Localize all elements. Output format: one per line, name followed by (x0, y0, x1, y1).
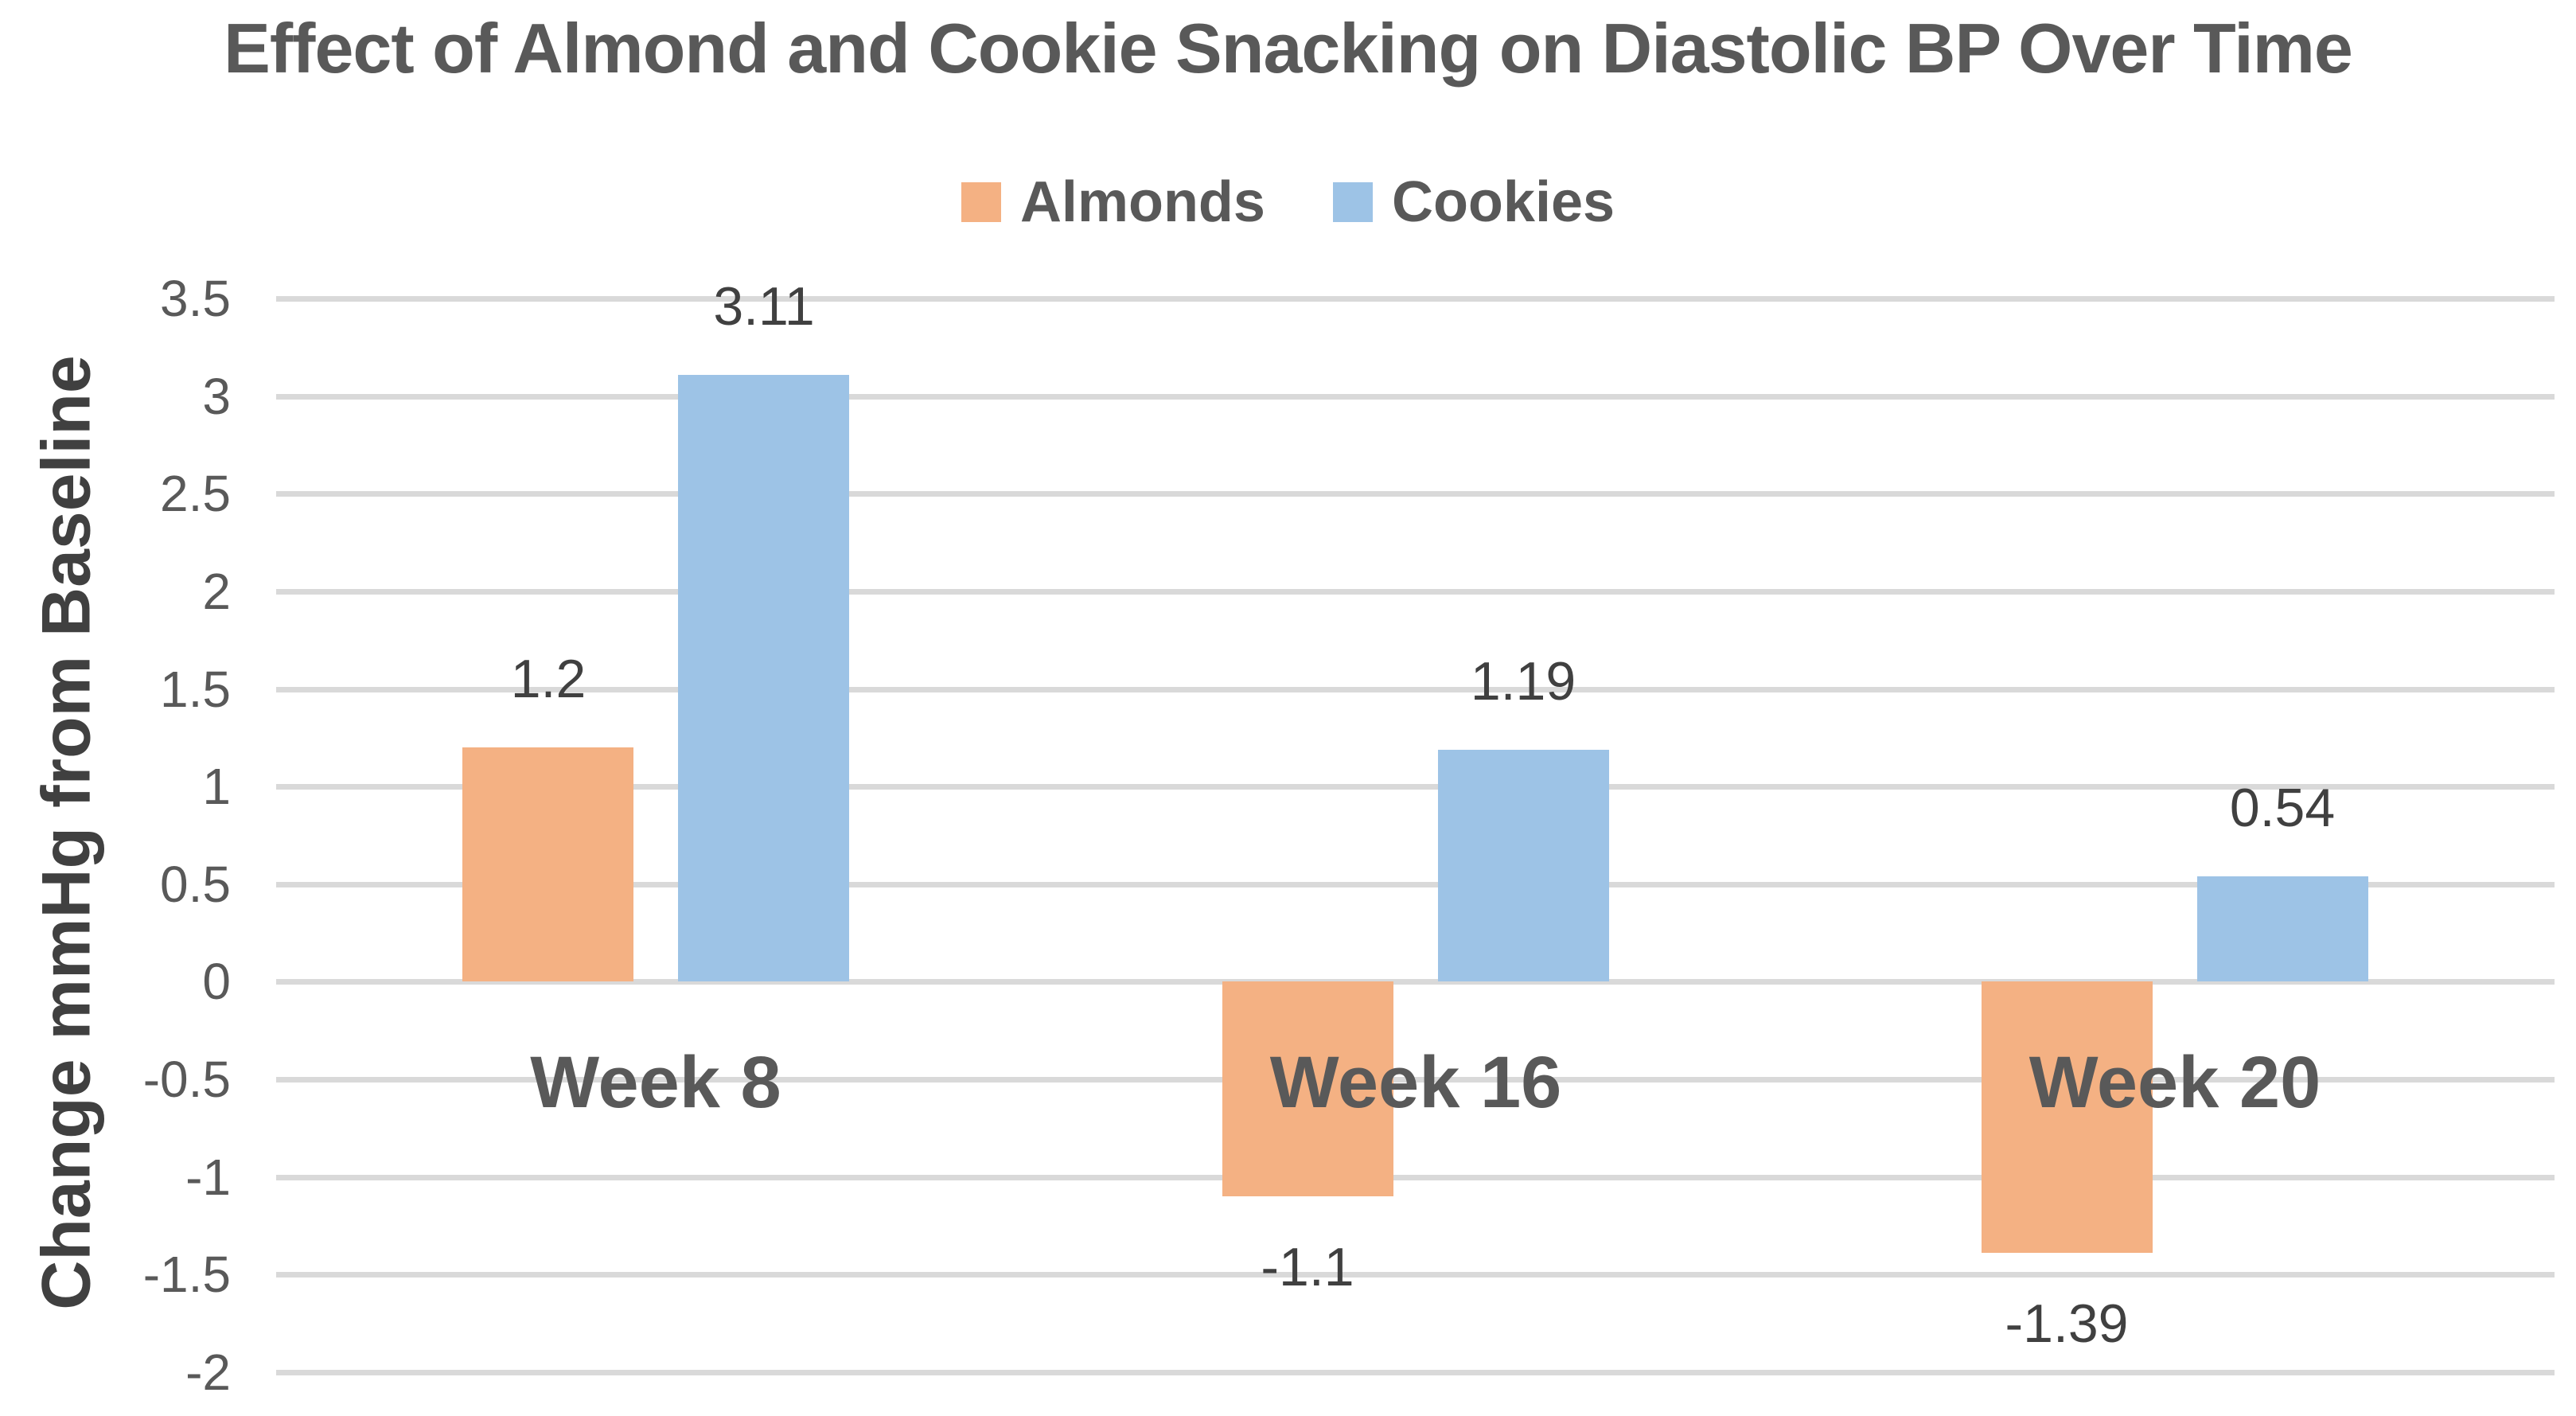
bar-almonds-week-8 (462, 747, 633, 981)
data-label: -1.39 (2005, 1293, 2129, 1354)
gridline (276, 1077, 2555, 1082)
data-label: 1.2 (510, 649, 587, 709)
cookies-swatch-icon (1332, 182, 1373, 222)
legend-item-cookies: Cookies (1332, 170, 1615, 234)
y-tick-label: -1 (185, 1149, 231, 1206)
bar-almonds-week-16 (1222, 981, 1393, 1196)
bar-cookies-week-20 (2197, 876, 2368, 981)
data-label: 3.11 (713, 276, 815, 337)
gridline (276, 589, 2555, 595)
y-tick-label: 3 (202, 368, 231, 425)
gridline (276, 1175, 2555, 1180)
bar-cookies-week-16 (1438, 750, 1609, 981)
legend-label-cookies: Cookies (1391, 170, 1615, 234)
y-tick-label: 0.5 (160, 856, 231, 913)
bar-cookies-week-8 (678, 375, 849, 981)
data-label: 0.54 (2229, 778, 2336, 838)
y-tick-label: -2 (185, 1344, 231, 1401)
data-label: 1.19 (1470, 651, 1576, 712)
category-label-week-20: Week 20 (2028, 1042, 2321, 1123)
y-tick-label: 1 (202, 758, 231, 815)
legend-item-almonds: Almonds (961, 174, 1265, 231)
gridline (276, 1370, 2555, 1375)
gridline (276, 296, 2555, 302)
gridline (276, 882, 2555, 887)
legend-label-almonds: Almonds (1019, 170, 1265, 234)
y-tick-label: 2.5 (160, 465, 231, 522)
category-label-week-16: Week 16 (1269, 1042, 1562, 1123)
y-tick-label: 0 (202, 953, 231, 1010)
gridline (276, 491, 2555, 497)
gridline (276, 1272, 2555, 1278)
y-tick-label: -1.5 (142, 1246, 231, 1303)
bar-almonds-week-20 (1982, 981, 2153, 1253)
gridline (276, 687, 2555, 692)
gridline (276, 394, 2555, 400)
almonds-swatch-icon (961, 182, 1001, 222)
gridline (276, 979, 2555, 985)
data-label: -1.1 (1261, 1237, 1354, 1297)
chart-title: Effect of Almond and Cookie Snacking on … (224, 9, 2353, 88)
category-label-week-8: Week 8 (530, 1042, 781, 1123)
y-tick-label: 3.5 (160, 270, 231, 327)
y-tick-label: 1.5 (160, 661, 231, 718)
legend: Almonds Cookies (0, 174, 2576, 231)
y-tick-label: -0.5 (142, 1051, 231, 1108)
gridline (276, 784, 2555, 790)
y-tick-label: 2 (202, 563, 231, 620)
